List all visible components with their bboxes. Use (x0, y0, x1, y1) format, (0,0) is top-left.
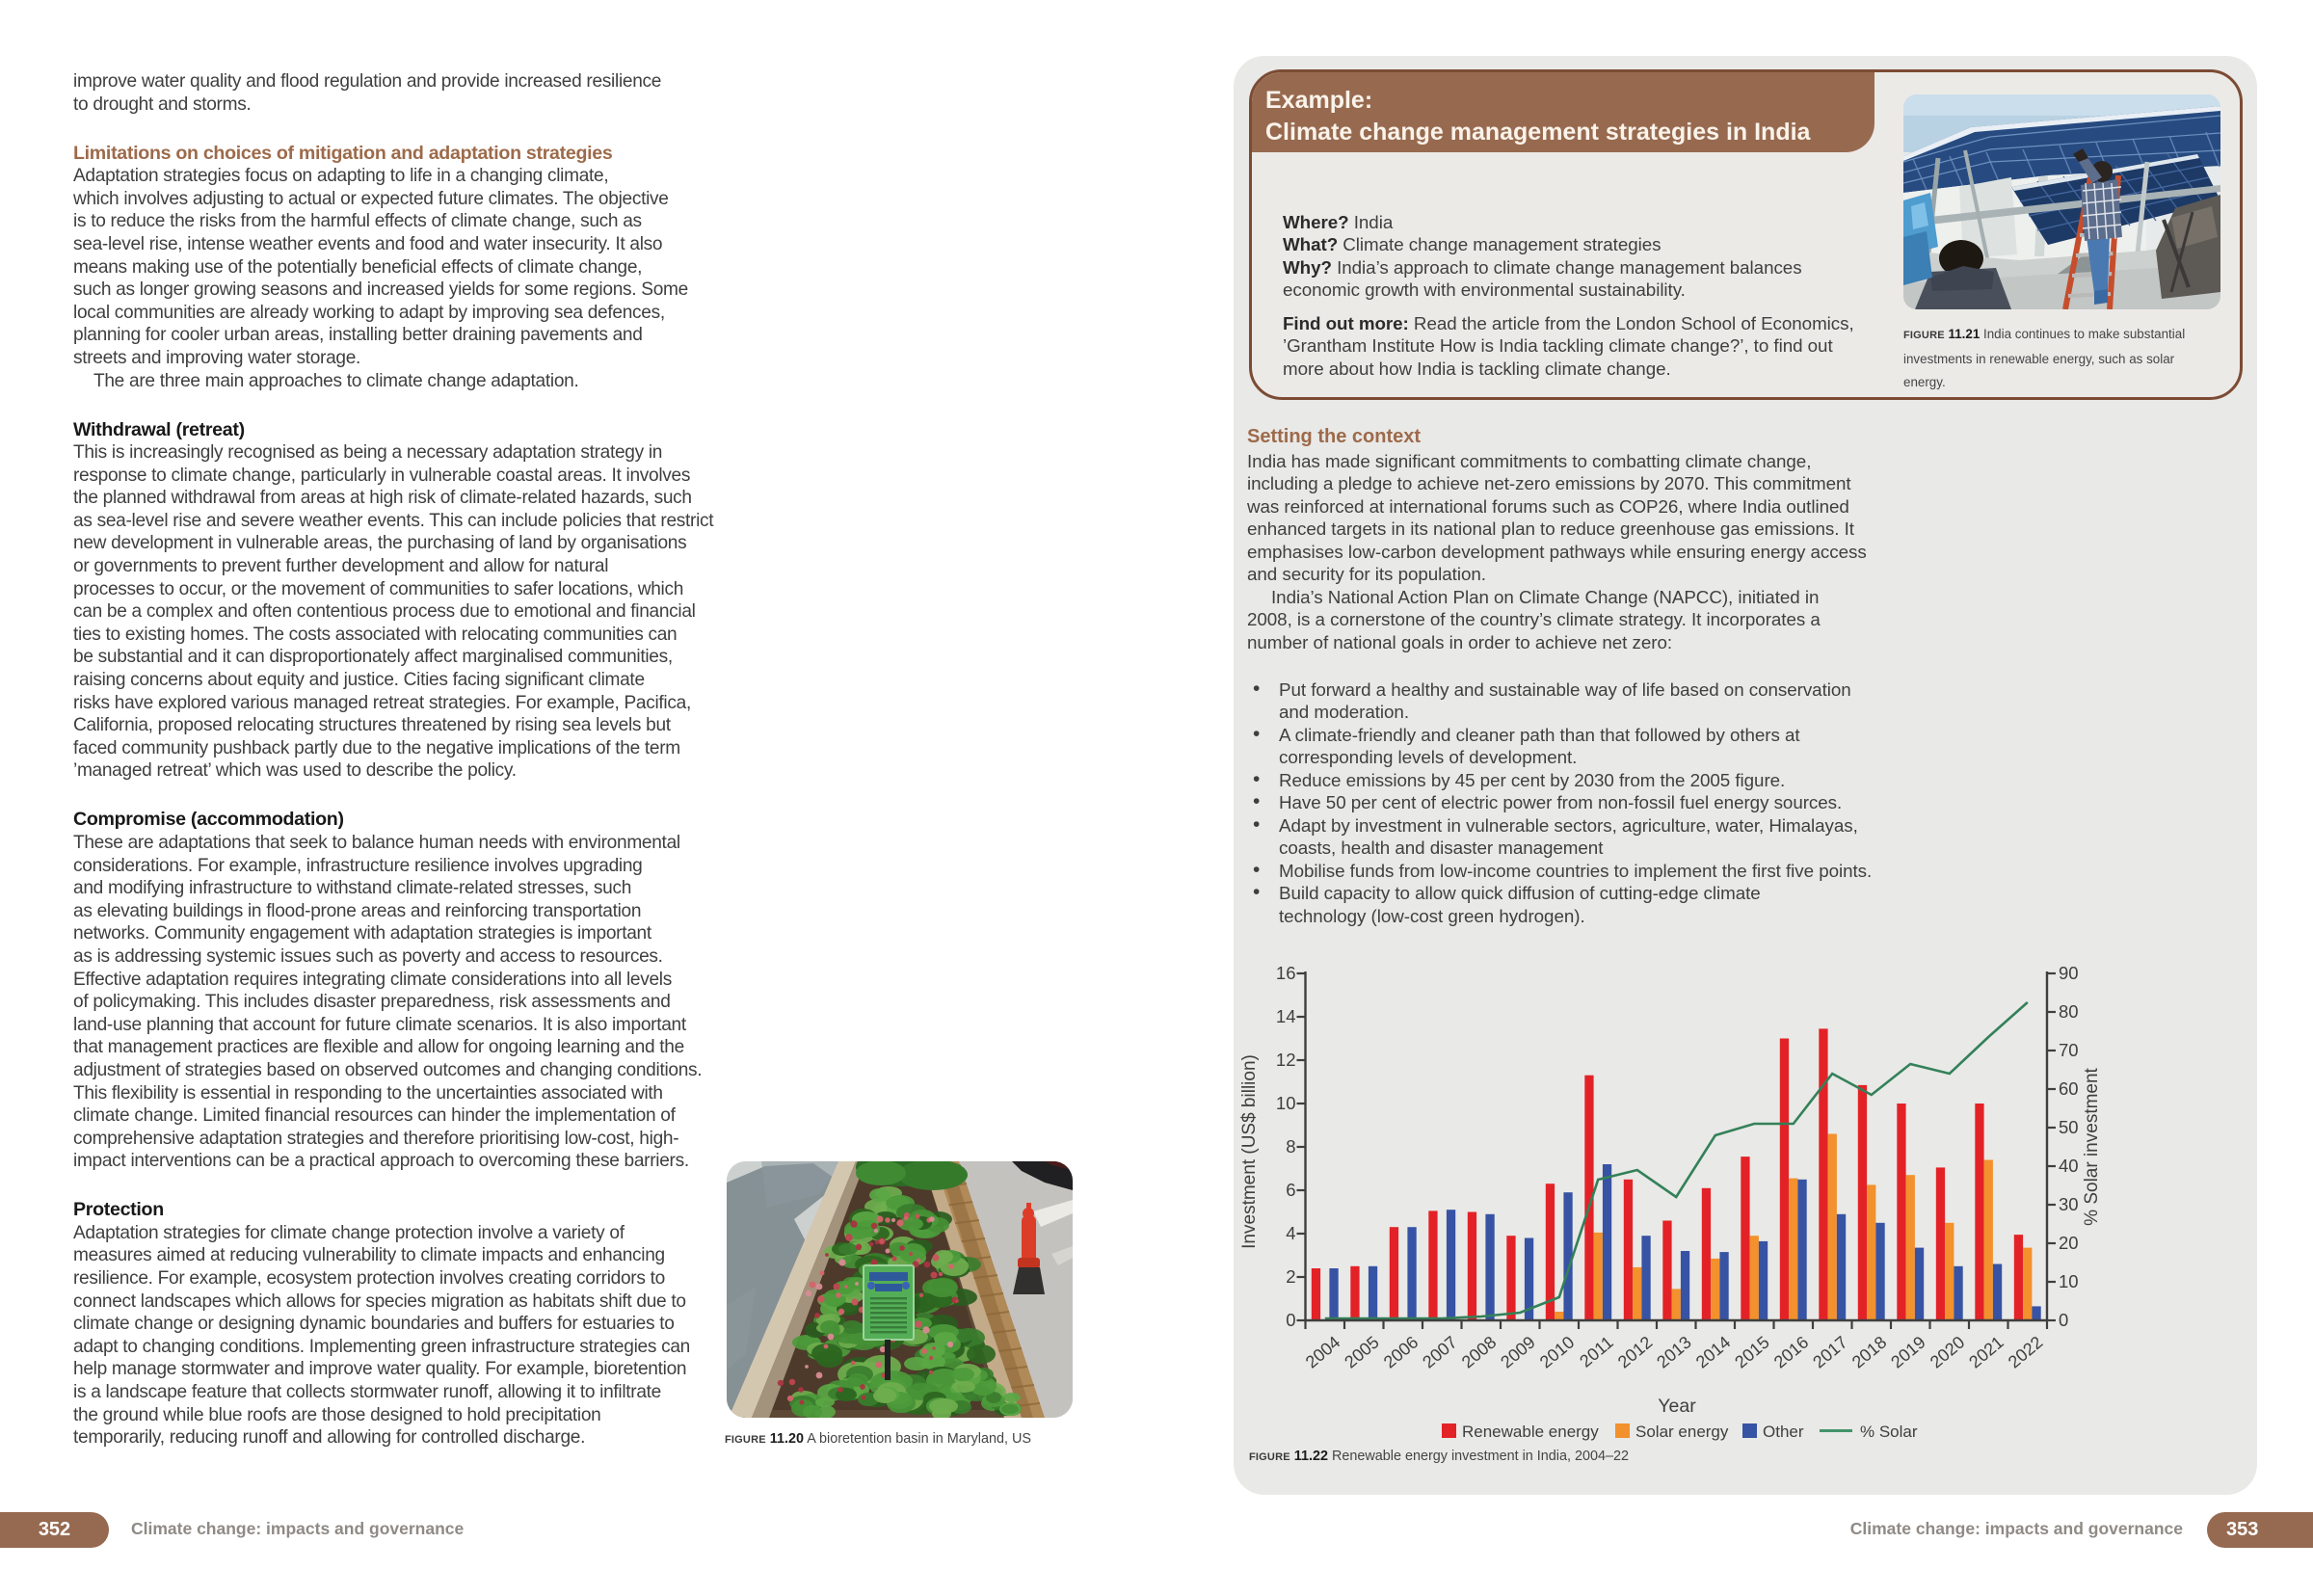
svg-text:% Solar investment: % Solar investment (2082, 1067, 2102, 1225)
svg-text:2004: 2004 (1302, 1332, 1344, 1371)
svg-text:% Solar: % Solar (1860, 1423, 1918, 1441)
svg-text:4: 4 (1286, 1223, 1295, 1243)
svg-text:30: 30 (2059, 1194, 2079, 1214)
svg-text:2019: 2019 (1887, 1332, 1929, 1371)
svg-text:2009: 2009 (1497, 1332, 1539, 1371)
svg-text:80: 80 (2059, 1001, 2079, 1022)
svg-text:2007: 2007 (1419, 1332, 1461, 1371)
svg-text:90: 90 (2059, 963, 2079, 983)
svg-text:70: 70 (2059, 1040, 2079, 1060)
svg-text:2008: 2008 (1458, 1332, 1501, 1371)
svg-text:2011: 2011 (1576, 1332, 1617, 1370)
svg-text:2006: 2006 (1380, 1332, 1422, 1371)
svg-text:Other: Other (1763, 1423, 1804, 1441)
svg-text:16: 16 (1276, 963, 1296, 983)
svg-text:2020: 2020 (1927, 1332, 1969, 1371)
svg-text:20: 20 (2059, 1233, 2079, 1253)
svg-text:40: 40 (2059, 1156, 2079, 1176)
svg-text:8: 8 (1286, 1136, 1295, 1157)
svg-text:2012: 2012 (1614, 1332, 1657, 1371)
svg-text:2017: 2017 (1809, 1332, 1851, 1371)
svg-text:0: 0 (1286, 1310, 1295, 1330)
svg-text:60: 60 (2059, 1078, 2079, 1099)
svg-text:12: 12 (1276, 1050, 1296, 1070)
svg-text:Renewable energy: Renewable energy (1462, 1423, 1599, 1441)
svg-text:2: 2 (1286, 1266, 1295, 1287)
svg-text:2021: 2021 (1965, 1332, 2007, 1371)
svg-text:50: 50 (2059, 1117, 2079, 1137)
svg-text:2016: 2016 (1770, 1332, 1813, 1371)
svg-text:Year: Year (1658, 1396, 1696, 1417)
svg-text:2013: 2013 (1653, 1332, 1695, 1371)
svg-text:2022: 2022 (2005, 1332, 2047, 1371)
svg-text:2010: 2010 (1536, 1332, 1579, 1371)
svg-text:14: 14 (1276, 1006, 1296, 1026)
svg-text:10: 10 (1276, 1093, 1296, 1113)
svg-text:0: 0 (2059, 1310, 2068, 1330)
svg-text:2014: 2014 (1692, 1332, 1735, 1371)
svg-text:2018: 2018 (1848, 1332, 1891, 1371)
svg-text:Investment (US$ billion): Investment (US$ billion) (1239, 1054, 1260, 1249)
svg-text:10: 10 (2059, 1271, 2079, 1291)
svg-text:Solar energy: Solar energy (1635, 1423, 1729, 1441)
svg-text:6: 6 (1286, 1180, 1295, 1200)
svg-text:2005: 2005 (1341, 1332, 1383, 1371)
svg-text:2015: 2015 (1731, 1332, 1773, 1371)
